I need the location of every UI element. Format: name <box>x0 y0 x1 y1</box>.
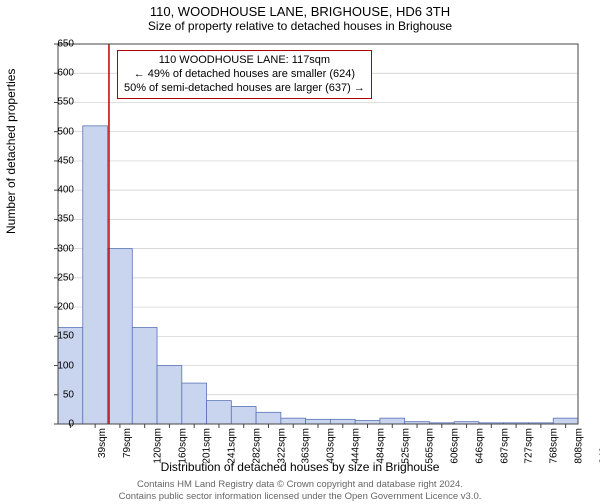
x-tick-label: 484sqm <box>375 428 386 464</box>
chart-title: 110, WOODHOUSE LANE, BRIGHOUSE, HD6 3TH <box>0 4 600 19</box>
footer-line-2: Contains public sector information licen… <box>0 491 600 502</box>
y-axis-label: Number of detached properties <box>4 69 18 234</box>
x-tick-label: 403sqm <box>326 428 337 464</box>
x-axis-label: Distribution of detached houses by size … <box>0 460 600 474</box>
x-tick-label: 201sqm <box>202 428 213 464</box>
y-tick-label: 650 <box>46 39 74 50</box>
x-tick-label: 768sqm <box>549 428 560 464</box>
footer-line-1: Contains HM Land Registry data © Crown c… <box>0 479 600 490</box>
annotation-box: 110 WOODHOUSE LANE: 117sqm ← 49% of deta… <box>117 50 372 99</box>
x-tick-label: 687sqm <box>499 428 510 464</box>
x-tick-label: 282sqm <box>252 428 263 464</box>
y-tick-label: 400 <box>46 185 74 196</box>
y-tick-label: 200 <box>46 302 74 313</box>
x-tick-label: 606sqm <box>450 428 461 464</box>
x-tick-label: 160sqm <box>177 428 188 464</box>
x-tick-label: 727sqm <box>524 428 535 464</box>
y-tick-label: 500 <box>46 126 74 137</box>
y-tick-label: 600 <box>46 68 74 79</box>
x-tick-label: 241sqm <box>227 428 238 464</box>
x-tick-label: 79sqm <box>122 428 133 458</box>
y-tick-label: 50 <box>46 389 74 400</box>
y-tick-label: 350 <box>46 214 74 225</box>
x-tick-label: 525sqm <box>400 428 411 464</box>
x-tick-label: 808sqm <box>573 428 584 464</box>
y-tick-label: 150 <box>46 331 74 342</box>
histogram-svg <box>58 44 578 424</box>
annotation-line-3: 50% of semi-detached houses are larger (… <box>124 82 365 96</box>
plot-area: 110 WOODHOUSE LANE: 117sqm ← 49% of deta… <box>58 44 578 424</box>
annotation-line-1: 110 WOODHOUSE LANE: 117sqm <box>124 54 365 68</box>
footer-attribution: Contains HM Land Registry data © Crown c… <box>0 479 600 502</box>
chart-container: 110, WOODHOUSE LANE, BRIGHOUSE, HD6 3TH … <box>0 4 600 504</box>
y-tick-label: 450 <box>46 155 74 166</box>
chart-subtitle: Size of property relative to detached ho… <box>0 19 600 33</box>
x-tick-label: 444sqm <box>351 428 362 464</box>
annotation-line-2: ← 49% of detached houses are smaller (62… <box>124 68 365 82</box>
y-tick-label: 550 <box>46 97 74 108</box>
x-tick-label: 322sqm <box>276 428 287 464</box>
y-tick-label: 0 <box>46 419 74 430</box>
x-tick-label: 120sqm <box>152 428 163 464</box>
x-tick-label: 363sqm <box>301 428 312 464</box>
y-tick-label: 250 <box>46 272 74 283</box>
y-tick-label: 100 <box>46 360 74 371</box>
x-tick-label: 39sqm <box>97 428 108 458</box>
x-tick-label: 646sqm <box>474 428 485 464</box>
x-tick-label: 565sqm <box>425 428 436 464</box>
y-tick-label: 300 <box>46 243 74 254</box>
